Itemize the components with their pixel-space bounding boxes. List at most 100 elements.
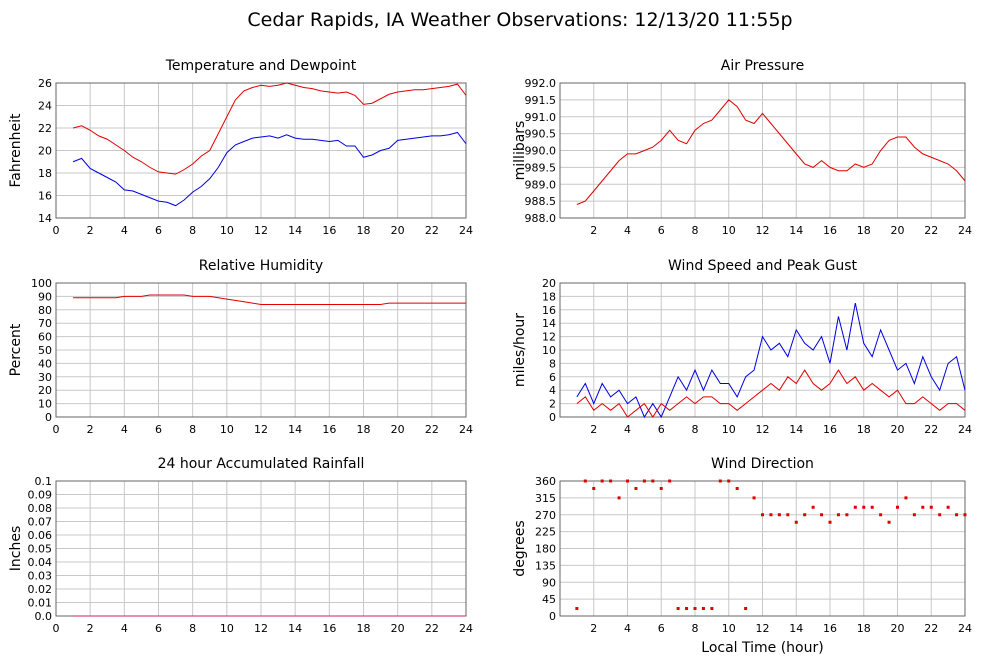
x-tick-label: 18 (357, 622, 371, 635)
x-tick-label: 2 (590, 224, 597, 237)
x-tick-label: 2 (87, 224, 94, 237)
y-tick-label: 315 (535, 492, 556, 505)
y-tick-label: 0.02 (28, 583, 53, 596)
x-tick-label: 4 (121, 622, 128, 635)
y-tick-label: 18 (38, 167, 52, 180)
data-point (735, 487, 739, 490)
x-tick-label: 22 (924, 224, 938, 237)
page-title: Cedar Rapids, IA Weather Observations: 1… (247, 9, 792, 31)
x-tick-label: 22 (425, 423, 439, 436)
x-tick-label: 20 (891, 224, 905, 237)
y-tick-label: 24 (38, 100, 52, 113)
y-tick-label: 20 (542, 277, 556, 290)
data-point (626, 479, 629, 483)
y-tick-label: 991.5 (525, 94, 557, 107)
chart-title: Air Pressure (721, 58, 804, 74)
x-tick-label: 2 (590, 423, 597, 436)
y-axis-label: millibars (512, 121, 528, 181)
y-tick-label: 100 (31, 277, 52, 290)
y-tick-label: 14 (38, 212, 52, 225)
x-tick-label: 12 (756, 423, 770, 436)
x-tick-label: 6 (658, 423, 665, 436)
x-tick-label: 20 (391, 423, 405, 436)
x-tick-label: 8 (189, 423, 196, 436)
x-tick-label: 8 (189, 622, 196, 635)
y-tick-label: 4 (549, 384, 556, 397)
data-line (72, 131, 467, 207)
data-point (642, 479, 646, 483)
x-tick-label: 20 (391, 224, 405, 237)
x-tick-label: 6 (658, 224, 665, 237)
chart-title: Temperature and Dewpoint (165, 58, 357, 74)
x-tick-label: 14 (288, 423, 302, 436)
x-tick-label: 8 (692, 622, 699, 635)
data-point (769, 513, 773, 517)
x-tick-label: 4 (121, 224, 128, 237)
y-tick-label: 50 (38, 344, 52, 357)
data-point (710, 607, 714, 610)
data-point (617, 496, 621, 500)
y-tick-label: 0.07 (28, 516, 53, 529)
data-point (659, 487, 663, 490)
data-point (676, 607, 680, 610)
y-tick-label: 20 (38, 384, 52, 397)
x-tick-label: 2 (87, 622, 94, 635)
y-tick-label: 0 (549, 610, 556, 623)
x-tick-label: 16 (823, 423, 837, 436)
data-point (693, 607, 697, 610)
x-tick-label: 4 (624, 622, 631, 635)
x-tick-label: 24 (958, 224, 972, 237)
x-tick-label: 0 (53, 224, 60, 237)
data-point (904, 496, 908, 500)
data-line (73, 294, 466, 305)
data-point (701, 607, 705, 610)
x-tick-label: 8 (692, 423, 699, 436)
y-tick-label: 30 (38, 371, 52, 384)
y-tick-label: 360 (535, 475, 556, 488)
x-tick-label: 16 (823, 224, 837, 237)
data-point (752, 496, 756, 500)
y-tick-label: 0.06 (28, 529, 53, 542)
data-point (668, 479, 672, 483)
x-tick-label: 6 (155, 423, 162, 436)
x-tick-label: 18 (357, 423, 371, 436)
x-tick-label: 4 (624, 423, 631, 436)
x-tick-label: 14 (789, 224, 803, 237)
y-tick-label: 0.04 (28, 556, 53, 569)
y-tick-label: 8 (549, 357, 556, 370)
y-axis-label: Fahrenheit (8, 113, 24, 188)
data-point (685, 607, 689, 610)
x-tick-label: 20 (891, 423, 905, 436)
y-tick-label: 988.5 (525, 195, 557, 208)
data-point (828, 520, 832, 524)
plot-border (559, 480, 966, 617)
x-tick-label: 0 (53, 622, 60, 635)
data-point (946, 505, 950, 509)
y-tick-label: 10 (38, 398, 52, 411)
x-tick-label: 22 (924, 423, 938, 436)
x-tick-label: 14 (288, 224, 302, 237)
y-tick-label: 0 (549, 411, 556, 424)
x-tick-label: 18 (857, 224, 871, 237)
data-point (761, 513, 764, 517)
x-tick-label: 10 (220, 423, 234, 436)
y-tick-label: 18 (542, 290, 556, 303)
y-tick-label: 80 (38, 304, 52, 317)
y-tick-label: 991.0 (525, 111, 557, 124)
x-tick-label: 12 (254, 224, 268, 237)
x-tick-label: 22 (924, 622, 938, 635)
x-tick-label: 4 (121, 423, 128, 436)
y-tick-label: 225 (535, 526, 556, 539)
chart-title: Wind Speed and Peak Gust (668, 258, 857, 274)
data-point (777, 513, 781, 517)
y-tick-label: 270 (535, 509, 556, 522)
data-point (929, 505, 933, 509)
x-tick-label: 10 (722, 622, 736, 635)
x-tick-label: 22 (425, 622, 439, 635)
chart-title: Wind Direction (711, 456, 814, 472)
x-tick-label: 24 (958, 622, 972, 635)
plot-border (559, 282, 966, 418)
data-point (744, 607, 748, 610)
data-line (576, 369, 966, 418)
